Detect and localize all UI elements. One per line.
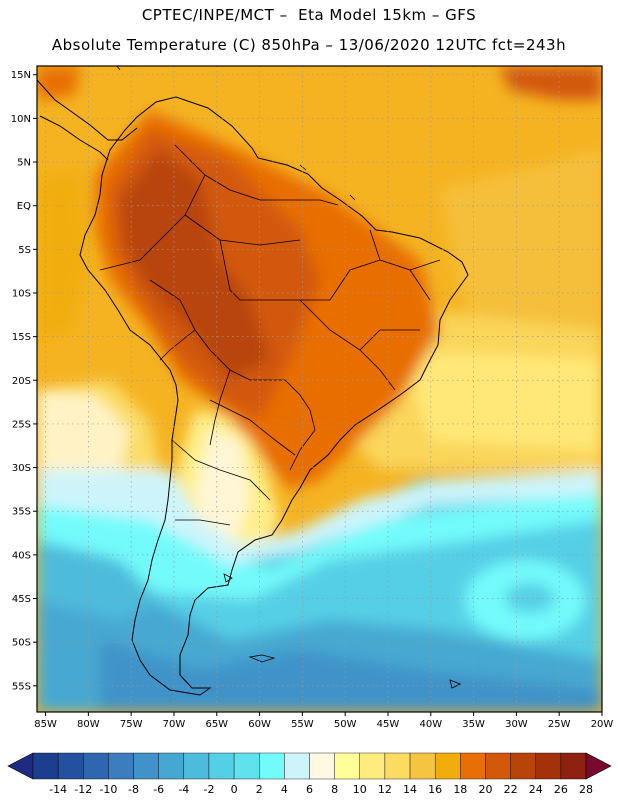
colorbar-swatch bbox=[409, 752, 436, 780]
colorbar-swatch bbox=[133, 752, 159, 780]
colorbar-swatch bbox=[83, 752, 109, 780]
lat-tick-label: 50S bbox=[12, 638, 31, 649]
lon-tick-label: 25W bbox=[548, 719, 571, 730]
lon-tick-label: 30W bbox=[505, 719, 528, 730]
chart-title-line1: CPTEC/INPE/MCT – Eta Model 15km – GFS bbox=[141, 6, 477, 24]
colorbar-label: -10 bbox=[99, 783, 117, 796]
colorbar-label: 6 bbox=[306, 783, 313, 796]
colorbar-label: 22 bbox=[504, 783, 518, 796]
lat-tick-label: 10S bbox=[12, 288, 31, 299]
lon-tick-label: 35W bbox=[462, 719, 485, 730]
colorbar-swatch bbox=[485, 752, 511, 780]
colorbar-label: -2 bbox=[203, 783, 214, 796]
colorbar-swatch bbox=[183, 752, 210, 780]
chart-title-line2: Absolute Temperature (C) 850hPa – 13/06/… bbox=[51, 36, 567, 54]
colorbar-label: 26 bbox=[554, 783, 568, 796]
lon-tick-label: 70W bbox=[163, 719, 186, 730]
temperature-field bbox=[37, 66, 602, 712]
colorbar-label: 10 bbox=[353, 783, 367, 796]
colorbar-swatch bbox=[334, 752, 360, 780]
lat-tick-label: 40S bbox=[12, 550, 31, 561]
colorbar-swatch bbox=[359, 752, 386, 780]
colorbar-swatch bbox=[309, 752, 335, 780]
colorbar-swatch bbox=[384, 752, 411, 780]
islands bbox=[116, 66, 461, 689]
colorbar-swatch bbox=[284, 752, 310, 780]
colorbar-swatch bbox=[510, 752, 536, 780]
colorbar-label: 8 bbox=[331, 783, 338, 796]
lat-tick-label: 10N bbox=[11, 114, 31, 125]
south-america-coast bbox=[79, 96, 469, 696]
central-america-coast bbox=[37, 79, 138, 141]
colorbar-label: 2 bbox=[256, 783, 263, 796]
colorbar-swatch bbox=[158, 752, 185, 780]
colorbar-label: 24 bbox=[529, 783, 543, 796]
lon-tick-label: 60W bbox=[248, 719, 271, 730]
colorbar-label: 12 bbox=[378, 783, 392, 796]
colorbar-label: 4 bbox=[281, 783, 288, 796]
colorbar-swatch bbox=[460, 752, 486, 780]
colorbar-label: 14 bbox=[403, 783, 417, 796]
coastlines bbox=[37, 66, 469, 696]
lon-tick-label: 75W bbox=[120, 719, 143, 730]
lon-tick-label: 45W bbox=[377, 719, 400, 730]
colorbar-swatch bbox=[57, 752, 84, 780]
colorbar-swatch bbox=[32, 752, 59, 780]
axis-ticks: 15N 10N 5N EQ 5S 10S 15S 20S 25S 30S 35S 40S 45S 50S 5… bbox=[11, 70, 614, 730]
lat-tick-label: 5S bbox=[18, 245, 31, 256]
colorbar-swatch bbox=[535, 752, 562, 780]
colorbar-swatch bbox=[560, 752, 587, 780]
lat-tick-label: 20S bbox=[12, 376, 31, 387]
central-america-coast-south bbox=[39, 115, 109, 161]
lat-tick-label: 30S bbox=[12, 463, 31, 474]
lon-tick-label: 40W bbox=[419, 719, 442, 730]
colorbar-label: 0 bbox=[231, 783, 238, 796]
lon-tick-label: 20W bbox=[591, 719, 614, 730]
colorbar-swatch bbox=[259, 752, 285, 780]
colorbar-label: 16 bbox=[428, 783, 442, 796]
lat-tick-label: EQ bbox=[17, 201, 31, 212]
lat-tick-label: 55S bbox=[12, 681, 31, 692]
map-frame bbox=[36, 65, 603, 713]
lat-tick-label: 15N bbox=[11, 70, 31, 81]
colorbar-swatch bbox=[233, 752, 260, 780]
colorbar-above-arrow bbox=[585, 752, 612, 780]
lat-tick-label: 15S bbox=[12, 332, 31, 343]
colorbar: -14 -12 -10 -8 -6 -4 -2 0 2 4 6 8 10 12 14 16 18 20 22 24 26… bbox=[7, 752, 612, 796]
colorbar-label: 28 bbox=[579, 783, 593, 796]
lon-tick-label: 80W bbox=[77, 719, 100, 730]
lon-tick-label: 50W bbox=[334, 719, 357, 730]
colorbar-swatch bbox=[208, 752, 235, 780]
colorbar-label: -4 bbox=[178, 783, 189, 796]
colorbar-swatch bbox=[108, 752, 134, 780]
colorbar-label: 18 bbox=[453, 783, 467, 796]
country-borders bbox=[99, 144, 441, 526]
colorbar-below-arrow bbox=[7, 752, 34, 780]
lon-tick-label: 85W bbox=[34, 719, 57, 730]
lon-tick-label: 65W bbox=[205, 719, 228, 730]
colorbar-label: -8 bbox=[128, 783, 139, 796]
colorbar-swatch bbox=[434, 752, 461, 780]
colorbar-label: -14 bbox=[49, 783, 67, 796]
lat-tick-label: 45S bbox=[12, 594, 31, 605]
colorbar-label: 20 bbox=[478, 783, 492, 796]
lat-tick-label: 5N bbox=[17, 158, 31, 169]
colorbar-label: -6 bbox=[153, 783, 164, 796]
lat-lon-grid bbox=[37, 66, 602, 712]
lat-tick-label: 35S bbox=[12, 507, 31, 518]
lat-tick-label: 25S bbox=[12, 419, 31, 430]
lon-tick-label: 55W bbox=[291, 719, 314, 730]
colorbar-label: -12 bbox=[74, 783, 92, 796]
